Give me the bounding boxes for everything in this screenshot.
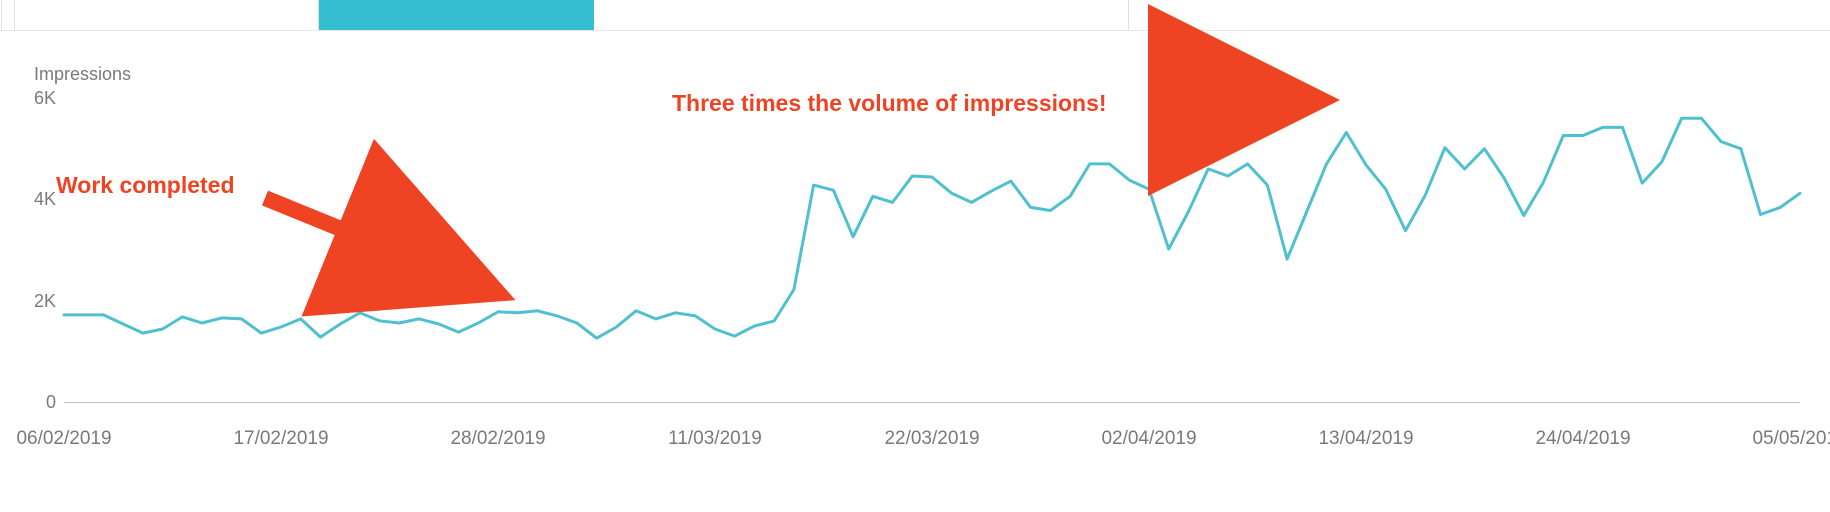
- xtick-label: 05/05/2019: [1752, 428, 1830, 450]
- xtick-label: 11/03/2019: [668, 428, 762, 450]
- chart-container: Impressions 6K 4K 2K 0 Work completed Th…: [0, 0, 1830, 512]
- xtick-label: 02/04/2019: [1101, 428, 1196, 450]
- xtick-label: 24/04/2019: [1535, 428, 1630, 450]
- xtick-label: 22/03/2019: [884, 428, 979, 450]
- xtick-label: 28/02/2019: [450, 428, 545, 450]
- xtick-label: 06/02/2019: [16, 428, 111, 450]
- xtick-label: 17/02/2019: [233, 428, 328, 450]
- xtick-label: 13/04/2019: [1318, 428, 1413, 450]
